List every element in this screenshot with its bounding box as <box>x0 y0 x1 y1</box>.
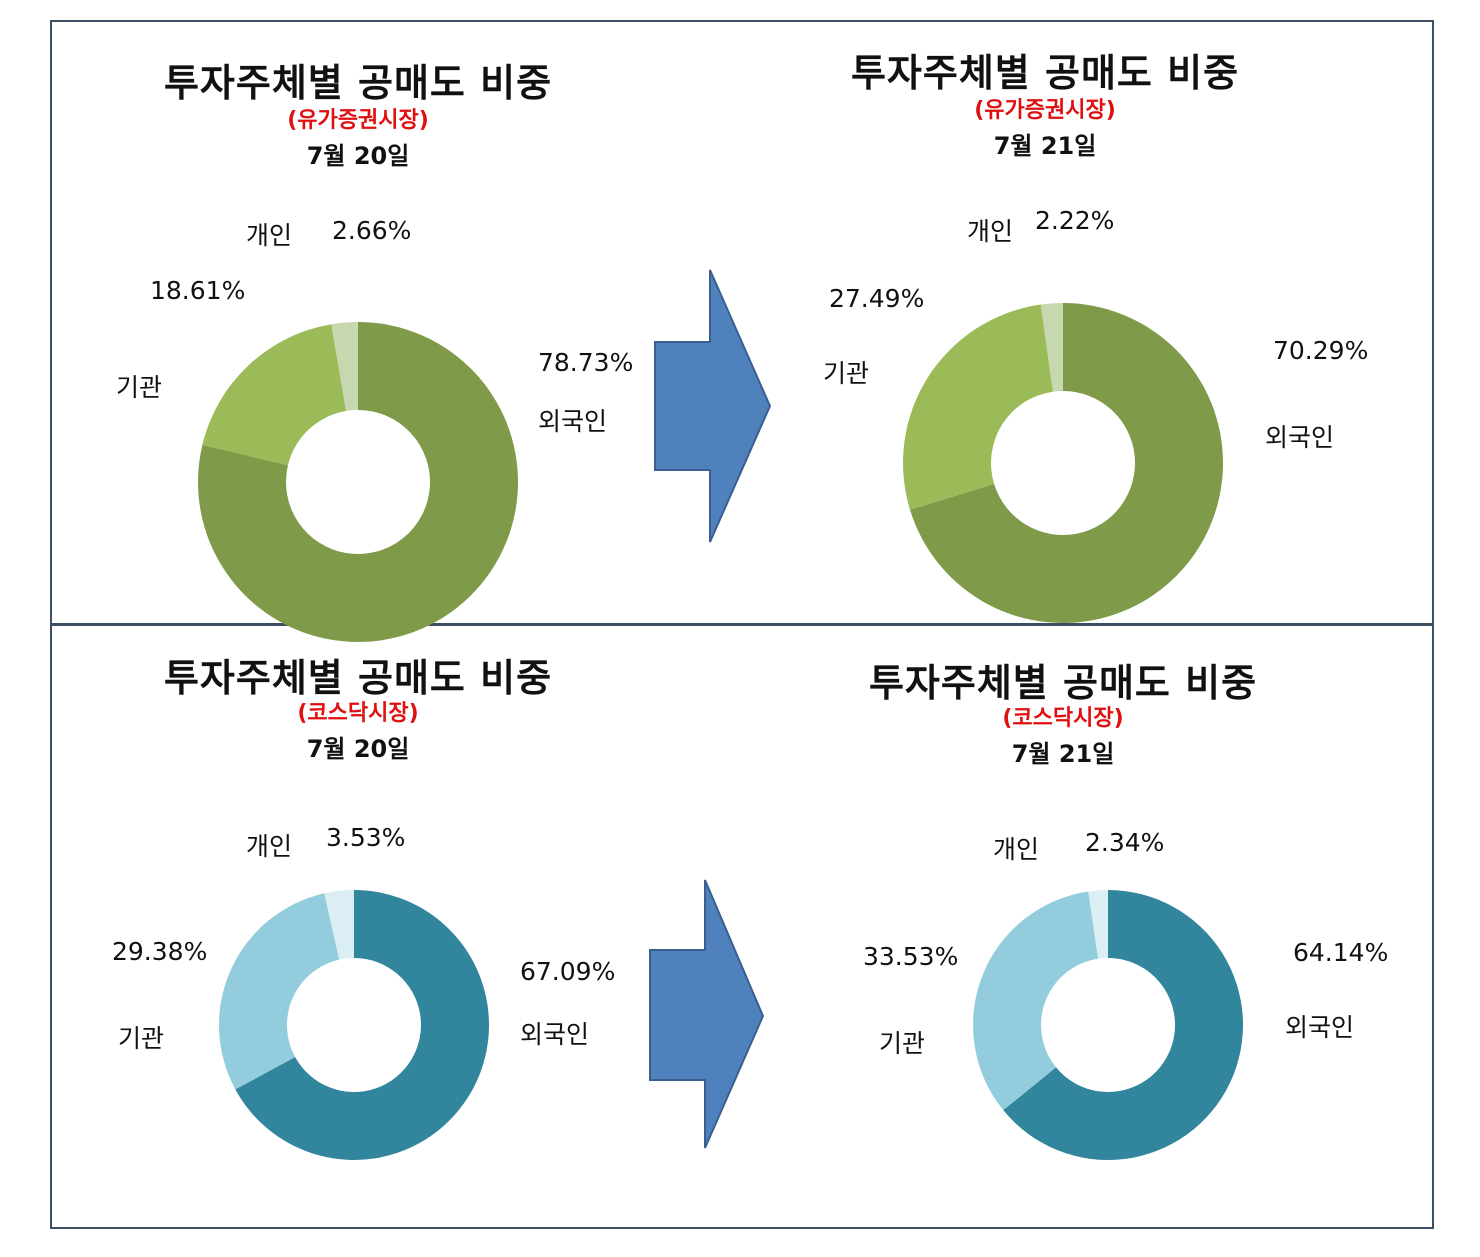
value-foreign: 64.14% <box>1293 938 1389 967</box>
value-foreign: 70.29% <box>1273 336 1369 365</box>
slice-institution <box>218 893 340 1090</box>
value-institution: 18.61% <box>150 276 246 305</box>
donut-chart <box>198 322 518 642</box>
chart-kosdaq-0721: 투자주체별 공매도 비중 (코스닥시장) 7월 21일 개인 2.34% 33.… <box>783 652 1388 1212</box>
value-individual: 2.66% <box>332 216 412 245</box>
label-individual: 개인 <box>246 221 293 250</box>
arrow-shape <box>654 269 772 543</box>
value-foreign: 78.73% <box>538 348 634 377</box>
label-institution: 기관 <box>823 359 870 388</box>
value-institution: 29.38% <box>112 937 208 966</box>
chart-subtitle: (유가증권시장) <box>287 108 429 133</box>
value-individual: 2.22% <box>1035 206 1115 235</box>
chart-kospi-0721: 투자주체별 공매도 비중 (유가증권시장) 7월 21일 개인 2.22% 27… <box>765 42 1368 623</box>
slice-institution <box>973 891 1099 1111</box>
chart-kosdaq-0720: 투자주체별 공매도 비중 (코스닥시장) 7월 20일 개인 3.53% 29.… <box>50 645 615 1205</box>
value-institution: 33.53% <box>863 942 959 971</box>
chart-subtitle: (코스닥시장) <box>297 701 419 726</box>
transition-arrow-bottom <box>649 879 765 1149</box>
chart-title: 투자주체별 공매도 비중 <box>868 661 1258 705</box>
donut-chart <box>903 303 1223 623</box>
transition-arrow-top <box>654 269 772 543</box>
label-individual: 개인 <box>967 217 1014 246</box>
value-individual: 3.53% <box>326 823 406 852</box>
label-institution: 기관 <box>879 1029 926 1058</box>
chart-title: 투자주체별 공매도 비중 <box>163 61 553 105</box>
bottom-panel-frame <box>50 624 1434 1229</box>
label-institution: 기관 <box>118 1024 165 1053</box>
slice-foreign <box>909 303 1223 623</box>
value-foreign: 67.09% <box>520 957 616 986</box>
slice-individual <box>324 890 354 960</box>
slice-individual <box>1040 303 1063 392</box>
label-foreign: 외국인 <box>1285 1013 1355 1042</box>
slice-foreign <box>198 322 518 642</box>
label-individual: 개인 <box>993 835 1040 864</box>
chart-kospi-0720: 투자주체별 공매도 비중 (유가증권시장) 7월 20일 개인 2.66% 18… <box>70 50 634 642</box>
label-foreign: 외국인 <box>538 407 608 436</box>
chart-title: 투자주체별 공매도 비중 <box>850 51 1240 95</box>
chart-date: 7월 20일 <box>306 142 410 170</box>
chart-date: 7월 21일 <box>993 132 1097 160</box>
value-individual: 2.34% <box>1085 828 1165 857</box>
chart-date: 7월 21일 <box>1011 740 1115 768</box>
label-foreign: 외국인 <box>1265 423 1335 452</box>
donut-chart <box>973 890 1243 1160</box>
label-institution: 기관 <box>116 373 163 402</box>
slice-individual <box>331 322 358 412</box>
slice-institution <box>903 304 1053 510</box>
slice-foreign <box>235 890 489 1160</box>
slice-foreign <box>1003 890 1243 1160</box>
arrow-shape <box>649 879 765 1149</box>
slice-institution <box>202 324 347 466</box>
chart-subtitle: (코스닥시장) <box>1002 706 1124 731</box>
donut-chart <box>218 890 489 1160</box>
label-foreign: 외국인 <box>520 1020 590 1049</box>
label-individual: 개인 <box>246 832 293 861</box>
value-institution: 27.49% <box>829 284 925 313</box>
chart-subtitle: (유가증권시장) <box>974 98 1116 123</box>
slice-individual <box>1088 890 1108 959</box>
chart-date: 7월 20일 <box>306 735 410 763</box>
chart-title: 투자주체별 공매도 비중 <box>163 656 553 700</box>
